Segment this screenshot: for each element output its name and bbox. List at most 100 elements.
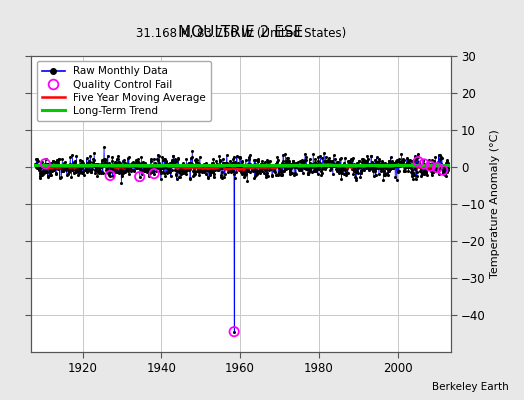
Point <box>182 171 190 177</box>
Point <box>307 164 315 170</box>
Point <box>433 164 441 170</box>
Point <box>42 161 51 167</box>
Point <box>171 167 179 173</box>
Point <box>51 170 60 176</box>
Point <box>424 161 432 168</box>
Point <box>384 166 392 172</box>
Point <box>328 163 336 169</box>
Point <box>256 164 265 171</box>
Point <box>351 174 359 180</box>
Point <box>413 154 422 160</box>
Point <box>161 164 169 170</box>
Point <box>54 166 62 173</box>
Point <box>138 160 147 166</box>
Point <box>58 163 66 169</box>
Point <box>106 169 114 175</box>
Point <box>102 160 110 166</box>
Point <box>236 154 244 160</box>
Point <box>131 163 139 170</box>
Point <box>175 174 183 180</box>
Legend: Raw Monthly Data, Quality Control Fail, Five Year Moving Average, Long-Term Tren: Raw Monthly Data, Quality Control Fail, … <box>37 61 211 121</box>
Point <box>123 160 132 167</box>
Point <box>391 174 399 180</box>
Point <box>249 167 257 173</box>
Point <box>57 165 65 172</box>
Point <box>292 160 300 167</box>
Point <box>345 161 353 167</box>
Point <box>245 163 254 170</box>
Point <box>223 160 231 166</box>
Point <box>66 154 74 160</box>
Point <box>171 161 180 168</box>
Point <box>179 170 187 176</box>
Point <box>80 162 89 168</box>
Point <box>45 164 53 170</box>
Point <box>135 160 143 166</box>
Point <box>378 160 387 166</box>
Point <box>370 161 378 167</box>
Point <box>322 161 331 167</box>
Point <box>235 162 243 169</box>
Point <box>304 169 313 176</box>
Point <box>185 166 194 172</box>
Point <box>287 161 295 167</box>
Point <box>194 168 202 174</box>
Point <box>435 166 444 172</box>
Point <box>352 175 361 182</box>
Point <box>201 161 209 167</box>
Point <box>159 165 167 171</box>
Point <box>104 170 112 177</box>
Point <box>160 156 169 162</box>
Point <box>275 169 283 175</box>
Point <box>339 162 347 168</box>
Point <box>238 171 246 177</box>
Point <box>127 167 135 173</box>
Point <box>270 164 279 170</box>
Point <box>346 160 354 166</box>
Point <box>245 169 254 176</box>
Point <box>54 156 63 162</box>
Point <box>162 158 170 164</box>
Point <box>274 172 282 178</box>
Point <box>137 166 146 173</box>
Point <box>66 162 74 169</box>
Point <box>359 161 367 168</box>
Point <box>33 165 41 171</box>
Point <box>170 162 178 168</box>
Point <box>237 164 246 170</box>
Point <box>355 164 364 170</box>
Point <box>331 156 339 162</box>
Point <box>425 164 434 170</box>
Point <box>68 152 77 158</box>
Point <box>366 166 375 172</box>
Point <box>101 157 109 164</box>
Point <box>312 168 320 174</box>
Point <box>301 162 310 169</box>
Point <box>144 167 152 173</box>
Point <box>224 161 233 167</box>
Point <box>199 164 207 170</box>
Point <box>74 170 83 176</box>
Point <box>69 162 77 168</box>
Point <box>90 163 98 170</box>
Point <box>434 164 442 171</box>
Point <box>439 168 447 175</box>
Point <box>259 160 267 167</box>
Point <box>222 161 230 168</box>
Point <box>362 158 370 164</box>
Point <box>227 163 236 169</box>
Point <box>354 165 362 172</box>
Point <box>153 162 161 168</box>
Point <box>175 166 183 173</box>
Point <box>369 168 377 174</box>
Point <box>411 153 419 159</box>
Point <box>219 164 227 170</box>
Point <box>437 161 445 168</box>
Point <box>50 159 59 165</box>
Point <box>346 156 355 162</box>
Point <box>426 161 434 168</box>
Point <box>112 167 121 173</box>
Point <box>318 155 326 162</box>
Point <box>150 170 158 177</box>
Point <box>165 166 173 172</box>
